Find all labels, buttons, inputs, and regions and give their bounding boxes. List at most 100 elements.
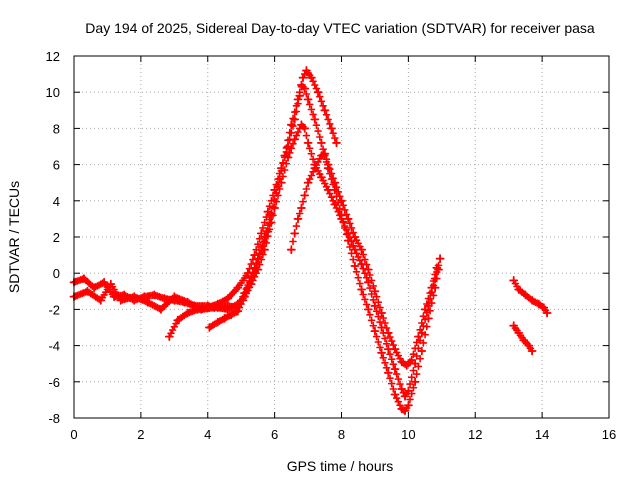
data-point xyxy=(276,178,286,188)
data-point xyxy=(270,185,279,195)
data-point xyxy=(432,263,442,273)
data-point xyxy=(390,364,400,374)
data-point xyxy=(283,142,293,151)
data-point xyxy=(89,283,99,293)
data-point xyxy=(417,346,427,356)
data-point xyxy=(238,296,248,305)
data-point xyxy=(303,138,313,148)
data-point xyxy=(297,120,306,130)
data-point xyxy=(310,163,320,173)
data-point xyxy=(343,214,353,224)
data-point xyxy=(519,335,529,345)
data-point xyxy=(323,160,333,169)
data-point xyxy=(243,283,253,293)
data-point xyxy=(96,296,106,305)
data-point xyxy=(527,346,537,356)
data-point xyxy=(317,138,326,148)
data-point xyxy=(143,297,152,307)
data-point xyxy=(302,66,311,75)
y-tick-label: -6 xyxy=(48,375,60,390)
data-point xyxy=(307,73,316,83)
data-point xyxy=(220,314,229,323)
data-point xyxy=(149,290,159,300)
data-point xyxy=(509,276,519,285)
data-point xyxy=(524,341,534,350)
data-point xyxy=(363,265,373,274)
data-point xyxy=(320,105,330,115)
data-point xyxy=(116,296,126,305)
data-point xyxy=(233,306,243,316)
data-point xyxy=(370,286,380,296)
data-point xyxy=(300,191,310,200)
data-point xyxy=(350,261,360,271)
data-point xyxy=(266,210,276,220)
data-point xyxy=(300,124,310,133)
data-point xyxy=(213,317,223,327)
y-tick-label: -2 xyxy=(48,302,60,317)
data-point xyxy=(106,279,116,289)
x-tick-label: 2 xyxy=(137,427,144,442)
data-point xyxy=(509,321,519,331)
data-point xyxy=(263,227,273,236)
data-point xyxy=(233,283,243,293)
data-point xyxy=(337,210,346,220)
data-point xyxy=(343,236,353,245)
data-point xyxy=(303,95,313,104)
data-point xyxy=(286,245,296,255)
series-arc-5 xyxy=(286,149,442,370)
series-arc-4 xyxy=(205,210,276,332)
y-tick-label: -4 xyxy=(48,339,60,354)
x-axis-label: GPS time / hours xyxy=(287,458,394,474)
series-arc-6 xyxy=(509,276,552,318)
data-point xyxy=(539,303,549,312)
data-point xyxy=(183,308,193,318)
y-tick-label: 4 xyxy=(53,194,60,209)
data-point xyxy=(414,332,423,341)
data-point xyxy=(226,310,236,320)
data-point xyxy=(534,299,544,309)
data-series-group xyxy=(69,66,552,416)
data-point xyxy=(514,328,524,338)
data-point xyxy=(290,115,300,124)
data-point xyxy=(320,149,330,159)
y-tick-label: -8 xyxy=(48,411,60,426)
data-point xyxy=(159,294,169,303)
data-point xyxy=(203,303,213,312)
x-tick-label: 8 xyxy=(338,427,345,442)
data-point xyxy=(156,305,166,314)
data-point xyxy=(370,326,380,336)
data-point xyxy=(258,241,268,251)
data-point xyxy=(290,229,300,238)
data-point xyxy=(79,274,89,283)
data-point xyxy=(400,406,410,416)
data-point xyxy=(313,87,323,97)
data-point xyxy=(205,323,214,332)
data-point xyxy=(303,178,313,188)
data-point xyxy=(183,297,193,307)
data-point xyxy=(404,400,413,410)
y-tick-label: 10 xyxy=(46,85,60,100)
x-tick-label: 0 xyxy=(70,427,77,442)
y-tick-label: 2 xyxy=(53,230,60,245)
x-tick-label: 10 xyxy=(401,427,415,442)
data-point xyxy=(397,357,407,367)
data-point xyxy=(248,268,258,278)
data-point xyxy=(263,207,273,217)
x-tick-label: 16 xyxy=(602,427,616,442)
x-tick-label: 12 xyxy=(468,427,482,442)
data-point xyxy=(424,314,433,323)
data-point xyxy=(435,254,445,264)
data-point xyxy=(276,163,286,173)
data-point xyxy=(256,229,266,238)
data-point xyxy=(397,384,407,394)
data-point xyxy=(350,232,360,242)
data-point xyxy=(293,214,303,224)
data-point xyxy=(327,124,336,133)
axis-ticks: 0 2 4 6 8 10 12 14 16 -8 -6 -4 -2 0 2 4 6 8 10 12 xyxy=(46,49,617,442)
chart-title: Day 194 of 2025, Sidereal Day-to-day VTE… xyxy=(85,20,595,36)
data-point xyxy=(332,138,341,148)
data-point xyxy=(317,172,326,182)
data-point xyxy=(253,254,263,264)
data-point xyxy=(390,344,400,354)
